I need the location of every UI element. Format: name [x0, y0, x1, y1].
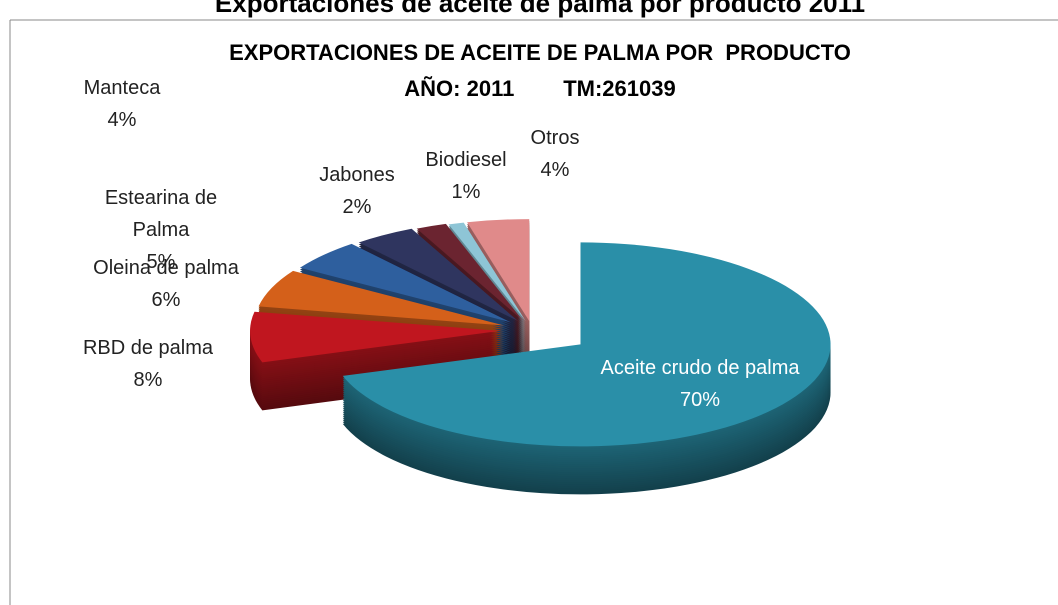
- slice-value: 4%: [540, 159, 570, 181]
- slice: [250, 311, 501, 363]
- slice: [342, 242, 831, 447]
- slice-value: 2%: [342, 196, 372, 218]
- slice: [258, 270, 505, 326]
- slice-value: 6%: [151, 289, 181, 311]
- slice-value: 8%: [133, 369, 163, 391]
- slice: [416, 223, 524, 321]
- slice-label: Estearina de Palma: [104, 187, 218, 241]
- slice-label: Jabones: [319, 164, 395, 186]
- slice-value: 70%: [679, 389, 721, 411]
- slice-label: Otros: [530, 127, 580, 149]
- slice: [467, 219, 530, 322]
- slice-label: Aceite crudo de palma: [600, 357, 800, 379]
- chart-title: AÑO: 2011 TM:261039: [404, 76, 675, 101]
- slice-value: 5%: [146, 251, 176, 273]
- slice-value: 4%: [107, 109, 137, 131]
- page-title: Exportaciones de aceite de palma por pro…: [215, 0, 865, 18]
- slice: [358, 228, 519, 322]
- slice-label: RBD de palma: [82, 337, 214, 359]
- slice-value: 1%: [451, 181, 481, 203]
- slice: [448, 222, 526, 322]
- slice: [299, 243, 511, 323]
- slice-label: Oleina de palma: [93, 257, 239, 279]
- slice-side: [448, 224, 526, 324]
- slice-label: Manteca: [83, 77, 161, 99]
- slice-label: Biodiesel: [425, 149, 507, 171]
- chart-title: EXPORTACIONES DE ACEITE DE PALMA POR PRO…: [229, 40, 851, 65]
